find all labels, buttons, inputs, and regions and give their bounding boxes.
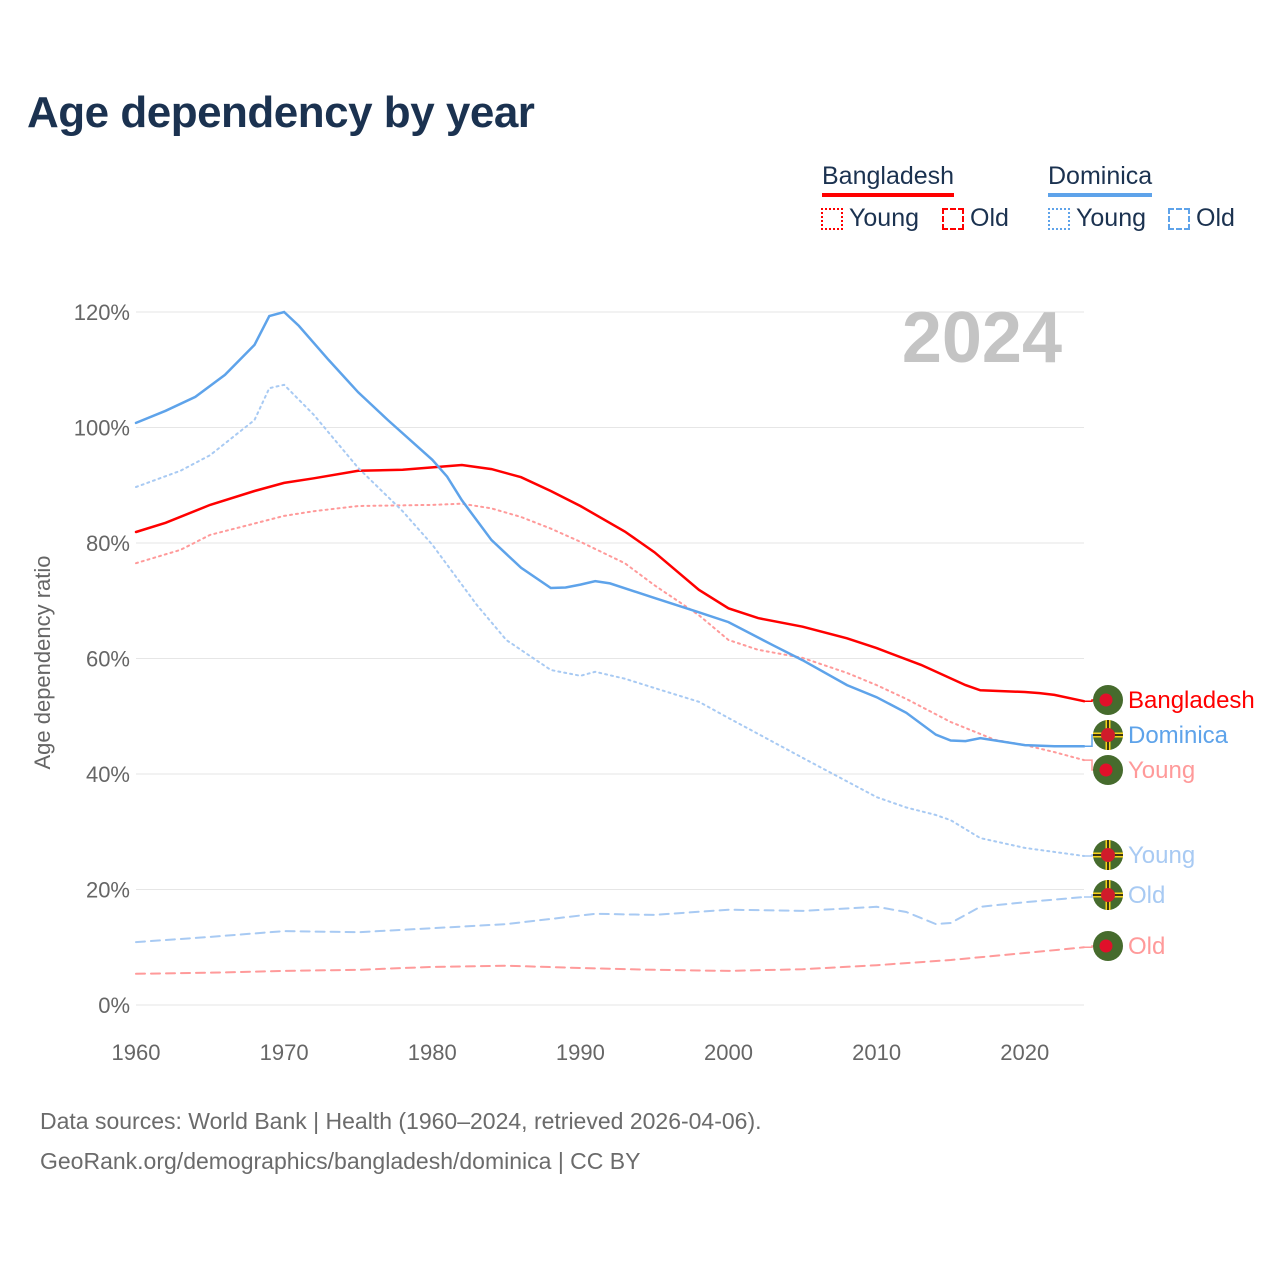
end-label: Young [1128, 842, 1195, 869]
y-tick-label: 0% [98, 993, 130, 1018]
x-tick-label: 1970 [260, 1040, 309, 1065]
flag-disc [1101, 848, 1115, 862]
flag-disc [1099, 763, 1113, 777]
flag-disc [1101, 888, 1115, 902]
chart-title: Age dependency by year [27, 88, 535, 137]
flag-disc [1101, 728, 1115, 742]
end-label: Dominica [1128, 722, 1229, 749]
dotted-swatch-icon [1048, 207, 1070, 230]
y-tick-label: 100% [74, 416, 130, 441]
legend-label: Young [1076, 204, 1146, 232]
end-label: Old [1128, 882, 1165, 909]
x-tick-label: 1960 [112, 1040, 161, 1065]
x-tick-label: 2000 [704, 1040, 753, 1065]
dashed-swatch-icon [942, 207, 964, 230]
end-label: Old [1128, 933, 1165, 960]
series-line-bangladesh [134, 463, 1086, 703]
legend-dominica[interactable]: Dominica [1048, 162, 1153, 197]
legend-label: Old [1196, 204, 1235, 232]
legend-bangladesh[interactable]: Bangladesh [822, 162, 955, 197]
y-tick-label: 20% [86, 878, 130, 903]
x-tick-label: 1990 [556, 1040, 605, 1065]
y-tick-label: 60% [86, 647, 130, 672]
dashed-swatch-icon [1168, 207, 1190, 230]
x-tick-label: 1980 [408, 1040, 457, 1065]
series-line-dominica-old [135, 896, 1085, 944]
flag-disc [1099, 939, 1113, 953]
legend-bangladesh-old[interactable]: Old [942, 204, 1009, 233]
y-tick-label: 120% [74, 300, 130, 325]
legend-label: Young [849, 204, 919, 232]
footer-url[interactable]: GeoRank.org/demographics/bangladesh/domi… [40, 1148, 641, 1174]
y-axis-label: Age dependency ratio [30, 555, 55, 769]
footer-sources: Data sources: World Bank | Health (1960–… [40, 1108, 762, 1134]
dotted-swatch-icon [821, 207, 843, 230]
x-tick-label: 2020 [1000, 1040, 1049, 1065]
x-tick-label: 2010 [852, 1040, 901, 1065]
series-line-bangladesh-young [135, 502, 1085, 762]
series-line-dominica [134, 310, 1086, 748]
legend-bangladesh-young[interactable]: Young [821, 204, 919, 233]
end-label: Young [1128, 757, 1195, 784]
flag-disc [1099, 693, 1113, 707]
series-line-bangladesh-old [135, 946, 1085, 975]
legend-dominica-old[interactable]: Old [1168, 204, 1235, 233]
series-line-dominica-young [135, 383, 1085, 857]
y-tick-label: 40% [86, 762, 130, 787]
legend-label: Old [970, 204, 1009, 232]
y-tick-label: 80% [86, 531, 130, 556]
end-label: Bangladesh [1128, 687, 1255, 714]
legend-dominica-young[interactable]: Young [1048, 204, 1146, 233]
year-watermark: 2024 [902, 298, 1062, 378]
